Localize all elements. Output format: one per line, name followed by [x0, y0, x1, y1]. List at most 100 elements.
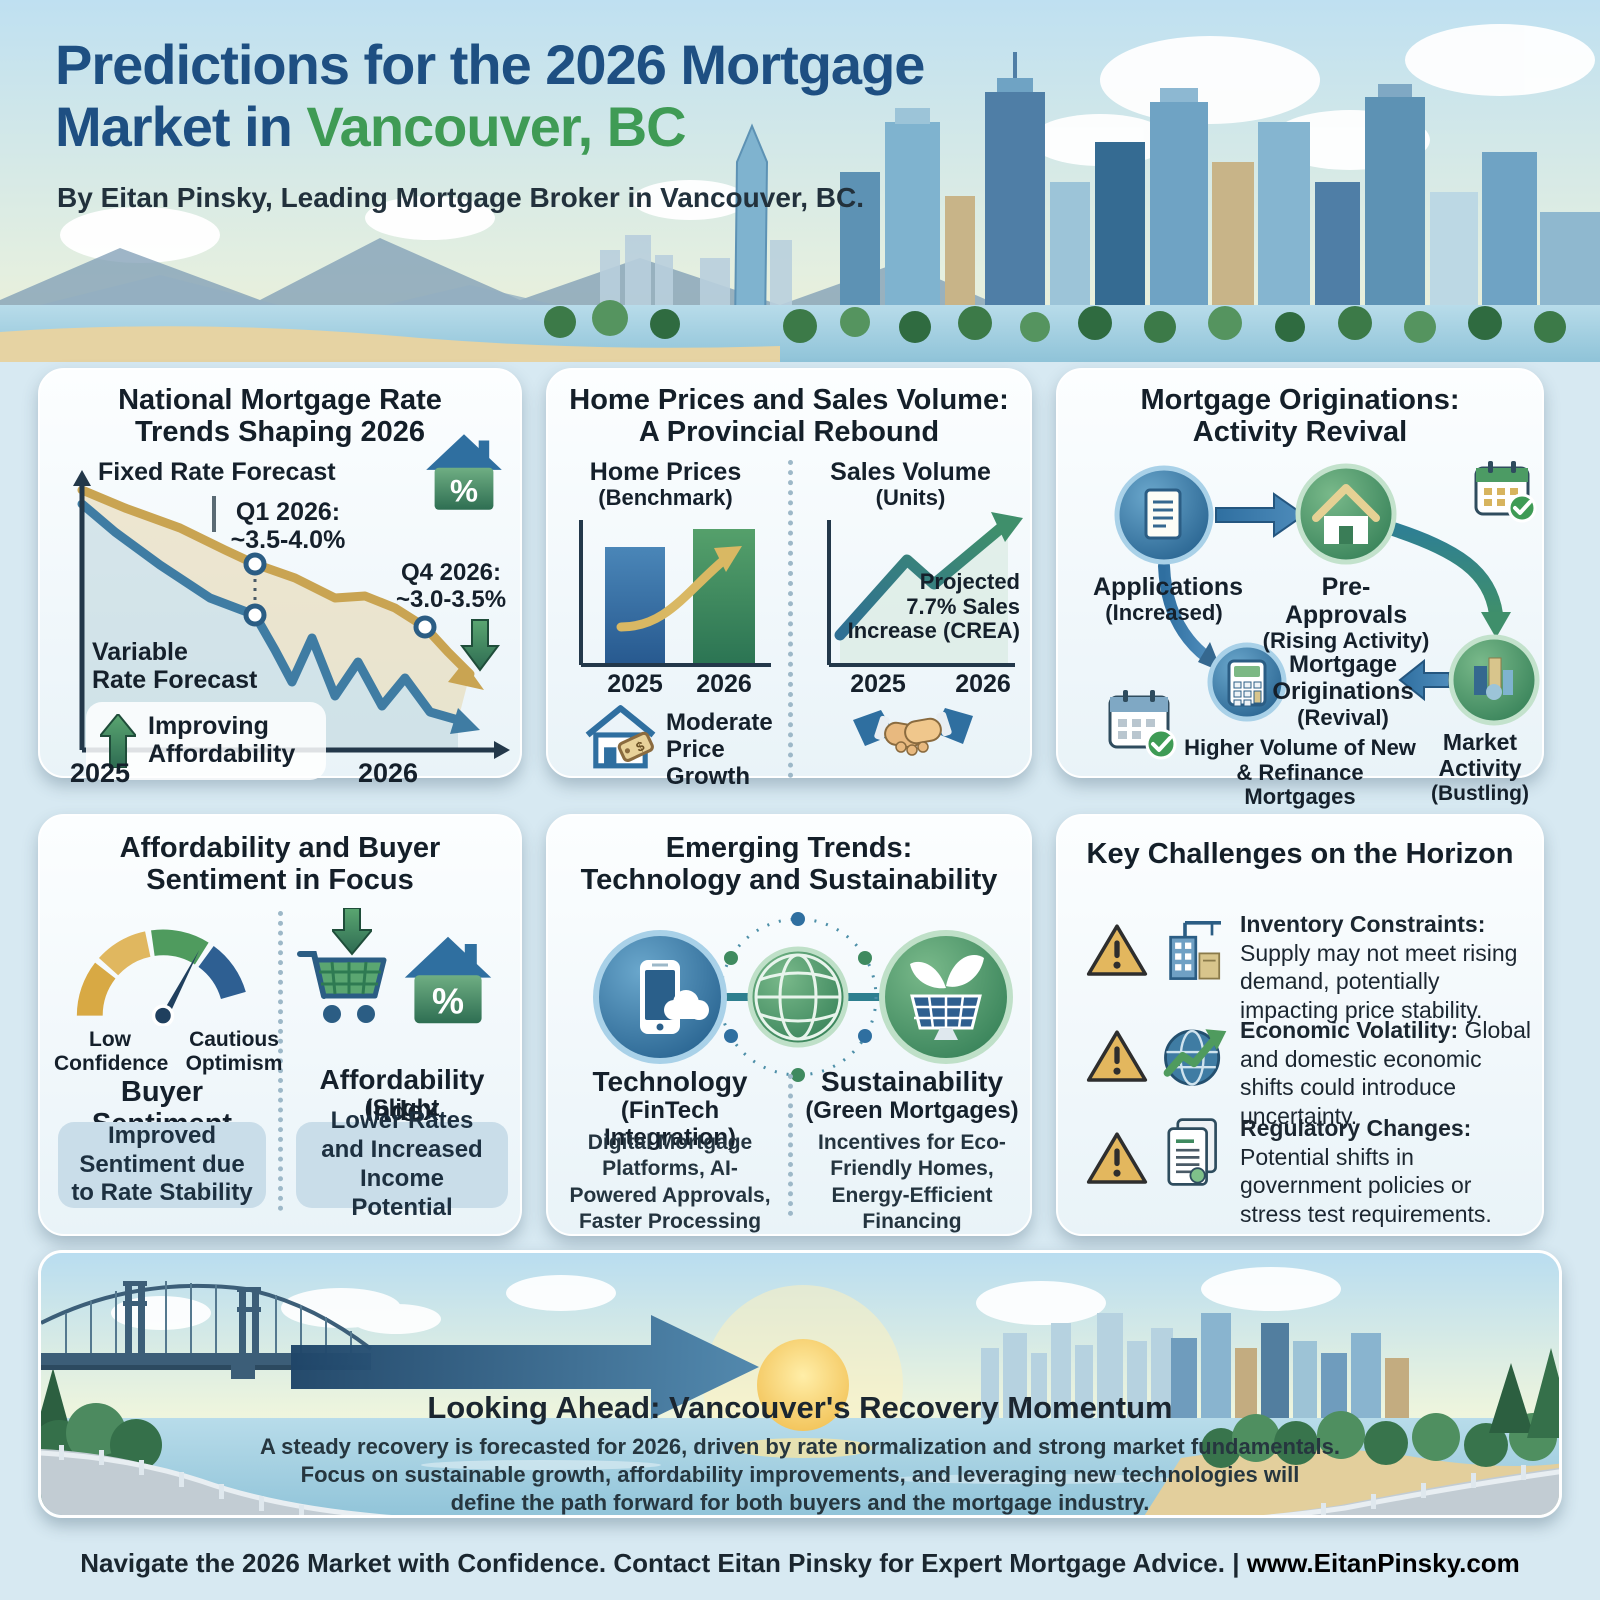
line-year-2025: 2025 [850, 670, 906, 698]
global-economy-icon [1163, 1029, 1227, 1086]
improving-affordability-badge: Improving Affordability [86, 702, 326, 780]
higher-volume-note: Higher Volume of New & Refinance Mortgag… [1184, 735, 1416, 810]
technology-subheading: (FinTech Integration) [604, 1097, 736, 1151]
house-price-tag-icon: $ [585, 705, 656, 769]
preapprovals-label: Pre-Approvals (Rising Activity) [1262, 573, 1430, 653]
buyer-sentiment-gauge [76, 929, 246, 1026]
card-title: National Mortgage Rate Trends Shaping 20… [118, 384, 442, 449]
down-arrow-icon [332, 908, 372, 956]
vertical-dotted-divider [278, 911, 283, 1211]
up-arrow-icon [100, 714, 136, 768]
originations-label: Mortgage Originations (Revival) [1272, 651, 1414, 730]
q4-annotation: Q4 2026: ~3.0-3.5% [395, 559, 507, 613]
line-year-2026: 2026 [955, 670, 1011, 698]
fixed-rate-label: Fixed Rate Forecast [98, 458, 336, 486]
sales-volume-heading: Sales Volume (Units) [830, 458, 991, 510]
warning-triangle-icon [1086, 1132, 1148, 1184]
looking-ahead-banner: Looking Ahead: Vancouver's Recovery Mome… [38, 1250, 1562, 1518]
card-prices-sales: Home Prices and Sales Volume: A Provinci… [546, 368, 1032, 790]
sustainability-body: Incentives for Eco-Friendly Homes, Energ… [818, 1131, 1006, 1233]
warning-triangle-icon [1086, 1030, 1148, 1082]
forward-arrow [291, 1315, 759, 1419]
card-title: Affordability and Buyer Sentiment in Foc… [119, 832, 441, 897]
suspension-bridge [41, 1281, 373, 1379]
sustainability-heading: Sustainability [820, 1066, 1004, 1097]
footer-website: www.EitanPinsky.com [1246, 1548, 1520, 1578]
solar-panel-leaf-icon [910, 955, 984, 1040]
calculator-icon [1227, 659, 1267, 707]
document-icon [1144, 488, 1182, 540]
seawall-road-right [1266, 1467, 1559, 1515]
label-pointer-line [212, 496, 216, 532]
challenge-volatility: Economic Volatility: Global and domestic… [1240, 1017, 1531, 1129]
banner-body-line3: define the path forward for both buyers … [450, 1490, 1150, 1515]
title-line2-green: Vancouver, BC [306, 95, 686, 158]
header-skyline-illustration [0, 0, 1600, 362]
technology-heading: Technology [592, 1066, 748, 1097]
city-buildings-icon [1474, 657, 1513, 700]
vertical-dotted-divider [788, 460, 793, 778]
x-axis-2026: 2026 [358, 758, 419, 788]
title-line2-blue: Market in [55, 95, 293, 158]
warning-triangle-icon [1086, 924, 1148, 976]
construction-building-icon [1169, 921, 1221, 980]
preapprovals-circle [1295, 463, 1397, 565]
banner-title: Looking Ahead: Vancouver's Recovery Mome… [427, 1390, 1173, 1425]
variable-rate-label: Variable Rate Forecast [92, 638, 258, 694]
footer-text: Navigate the 2026 Market with Confidence… [80, 1548, 1247, 1578]
card-title: Mortgage Originations: Activity Revival [1140, 384, 1460, 449]
banner-body-line1: A steady recovery is forecasted for 2026… [260, 1434, 1340, 1459]
title-line1: Predictions for the 2026 Mortgage [55, 33, 925, 96]
low-confidence-label: Low Confidence [54, 1028, 169, 1075]
card-originations: Mortgage Originations: Activity Revival [1056, 368, 1544, 809]
card-title: Home Prices and Sales Volume: A Provinci… [569, 384, 1009, 449]
market-activity-label: Market Activity (Bustling) [1431, 729, 1529, 805]
x-axis-2025: 2025 [70, 758, 131, 788]
technology-body: Digital Mortgage Platforms, AI-Powered A… [569, 1131, 771, 1233]
challenge-regulatory: Regulatory Changes: Potential shifts in … [1240, 1115, 1492, 1227]
house-percent-icon: % [404, 936, 492, 1024]
affordability-index-label: Affordability Index [319, 1064, 485, 1127]
card-title: Key Challenges on the Horizon [1086, 838, 1514, 870]
q1-annotation: Q1 2026: ~3.5-4.0% [230, 498, 346, 554]
handshake-icon [853, 708, 973, 756]
banner-body-line2: Focus on sustainable growth, affordabili… [300, 1462, 1300, 1487]
card-challenges: Key Challenges on the Horizon Inventory … [1056, 814, 1544, 1236]
card-trends: Emerging Trends: Technology and Sustaina… [546, 814, 1032, 1236]
improving-affordability-label: Improving Affordability [148, 712, 296, 768]
percent-glyph: % [432, 981, 464, 1022]
rate-trend-line-chart [73, 470, 510, 759]
tree-shapes [544, 300, 1566, 343]
applications-label: Applications (Increased) [1093, 573, 1244, 625]
globe-icon [754, 953, 842, 1041]
home-prices-heading: Home Prices (Benchmark) [589, 458, 742, 510]
down-arrow-icon [460, 619, 500, 672]
challenge-inventory: Inventory Constraints: Supply may not me… [1240, 911, 1518, 1023]
affordability-note-pill: Lower Rates and Increased Income Potenti… [296, 1107, 508, 1221]
page-subtitle: By Eitan Pinsky, Leading Mortgage Broker… [57, 182, 865, 213]
distant-city [981, 1313, 1173, 1418]
banner-trees-right [1201, 1348, 1559, 1468]
house-percent-icon: % [426, 434, 502, 510]
percent-glyph: % [450, 472, 478, 508]
footer-cta: Navigate the 2026 Market with Confidence… [0, 1548, 1600, 1579]
sales-volume-line-chart [827, 512, 1023, 667]
policy-documents-icon [1167, 1118, 1217, 1186]
bar-year-2026: 2026 [696, 670, 752, 698]
vertical-dotted-divider [788, 1074, 793, 1216]
home-prices-bar-chart [579, 520, 771, 667]
originations-flow-diagram [1108, 461, 1540, 760]
sentiment-note-pill: Improved Sentiment due to Rate Stability [58, 1122, 266, 1208]
cautious-optimism-label: Cautious Optimism [185, 1028, 283, 1075]
banner-scene-illustration [41, 1253, 1559, 1515]
near-city [1171, 1313, 1409, 1423]
sustainability-subheading: (Green Mortgages) [805, 1097, 1019, 1124]
card-title: Emerging Trends: Technology and Sustaina… [580, 832, 998, 897]
moderate-growth-label: Moderate Price Growth [666, 709, 773, 790]
shopping-cart-icon [297, 951, 387, 1023]
bar-year-2025: 2025 [607, 670, 663, 698]
trends-icons-illustration [593, 912, 1013, 1082]
card-sentiment: Affordability and Buyer Sentiment in Foc… [38, 814, 522, 1236]
card-rate-trends: National Mortgage Rate Trends Shaping 20… [38, 368, 522, 788]
